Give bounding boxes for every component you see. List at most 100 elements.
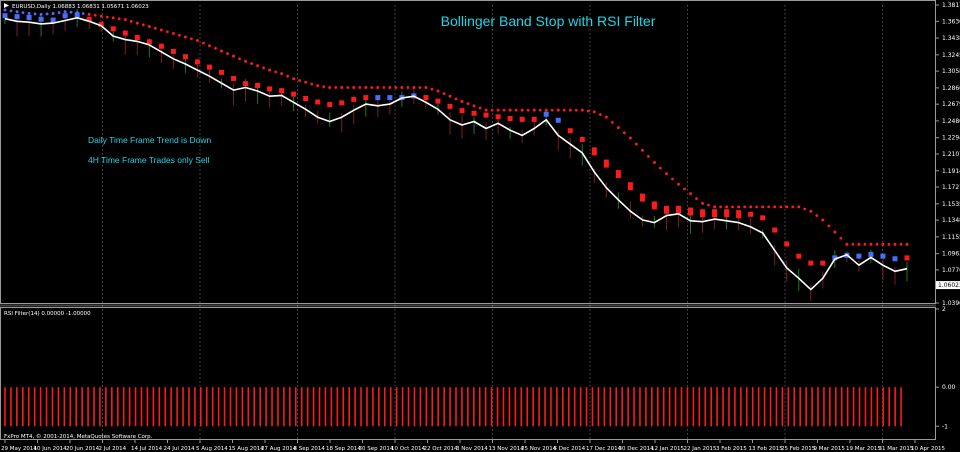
upper-stop-dot — [454, 97, 458, 101]
upper-stop-dot — [538, 108, 542, 112]
upper-stop-dot — [809, 209, 813, 213]
upper-stop-dot — [388, 86, 392, 90]
lower-stop-bar — [267, 86, 273, 92]
upper-stop-dot — [821, 218, 825, 222]
upper-stop-dot — [869, 242, 873, 246]
lower-stop-bar — [892, 256, 898, 262]
upper-stop-dot — [731, 205, 735, 209]
upper-stop-dot — [689, 192, 693, 196]
upper-stop-dot — [580, 108, 584, 112]
y-tick-label: 1.36300 — [942, 18, 960, 25]
x-tick-label: 31 Mar 2015 — [879, 446, 914, 452]
x-tick-label: 30 Dec 2014 — [619, 446, 655, 452]
upper-stop-dot — [376, 86, 380, 90]
lower-stop-bar — [627, 182, 633, 191]
upper-stop-dot — [791, 205, 795, 209]
upper-stop-dot — [135, 21, 139, 25]
indicator-frame — [0, 307, 936, 440]
upper-stop-dot — [562, 108, 566, 112]
lower-stop-bar — [820, 260, 826, 266]
upper-stop-dot — [202, 41, 205, 45]
y-tick-label: 1.24865 — [942, 118, 960, 125]
rsi-axis: 2 0.00 -1 — [935, 306, 956, 430]
lower-stop-bar — [2, 13, 8, 19]
x-tick-label: 3 Feb 2015 — [716, 446, 747, 452]
upper-stop-dot — [412, 86, 416, 90]
lower-stop-bar — [459, 108, 465, 114]
upper-stop-dot — [358, 86, 362, 89]
lower-stop-bar — [880, 253, 886, 259]
lower-stop-bar — [50, 17, 56, 23]
upper-stop-dot — [683, 187, 686, 191]
upper-stop-dot — [268, 68, 272, 72]
y-tick-label: 1.15350 — [942, 201, 960, 208]
vertical-gridlines — [102, 5, 883, 440]
copyright-footer: FxPro MT4, © 2001-2014, MetaQuotes Softw… — [4, 433, 153, 440]
x-tick-label: 19 Mar 2015 — [846, 446, 881, 452]
lower-stop-bar — [736, 210, 742, 219]
lower-stop-bar — [796, 253, 802, 259]
lower-stop-bar — [784, 241, 790, 247]
upper-stop-dot — [839, 236, 843, 240]
symbol-info: EURUSD,Daily 1.06883 1.06831 1.05671 1.0… — [12, 4, 149, 10]
upper-stop-dot — [171, 32, 175, 36]
upper-stop-dot — [93, 13, 97, 17]
lower-stop-bar — [688, 207, 694, 216]
upper-stop-dot — [755, 205, 759, 209]
x-tick-label: 5 Dec 2014 — [554, 446, 586, 452]
lower-stop-bar — [339, 100, 345, 106]
upper-stop-dot — [370, 86, 374, 89]
upper-stop-dot — [394, 86, 398, 89]
upper-stop-dot — [604, 115, 608, 119]
upper-stop-dot — [478, 106, 482, 110]
rsi-indicator-label: RSI Filter(14) 0.00000 -1.00000 — [4, 311, 91, 317]
trend-note: Daily Time Frame Trend is Down — [88, 135, 212, 145]
lower-stop-bar — [303, 95, 309, 101]
current-price-label: 1.06023 — [938, 282, 960, 289]
upper-stop-dot — [767, 205, 771, 209]
rsi-tick-label: -1 — [942, 423, 948, 430]
upper-stop-dot — [400, 86, 404, 90]
upper-stop-dot — [761, 205, 765, 209]
upper-stop-dot — [779, 205, 783, 209]
upper-stop-dot — [334, 86, 338, 89]
y-tick-label: 1.13480 — [942, 217, 960, 224]
rsi-tick-label: 2 — [942, 306, 946, 313]
upper-stop-dot — [219, 49, 223, 53]
upper-stop-dot — [532, 108, 536, 112]
upper-stop-dot — [159, 28, 163, 32]
upper-stop-dot — [183, 35, 187, 39]
upper-stop-dot — [664, 172, 668, 176]
lower-stop-bar — [531, 116, 537, 122]
upper-stop-dot — [881, 242, 885, 246]
x-tick-label: 3 Nov 2014 — [456, 446, 488, 452]
upper-stop-dot — [640, 148, 644, 152]
upper-stop-dot — [466, 102, 470, 106]
upper-stop-dot — [51, 11, 55, 15]
upper-stop-dot — [436, 89, 440, 93]
upper-stop-dot — [256, 64, 260, 68]
upper-stop-dot — [899, 242, 903, 246]
x-tick-label: 22 Jan 2015 — [684, 446, 717, 452]
upper-stop-dot — [508, 108, 512, 112]
upper-stop-dot — [556, 108, 560, 112]
lower-stop-bar — [808, 260, 814, 266]
upper-stop-dot — [526, 108, 530, 112]
lower-stop-bar — [74, 12, 80, 18]
upper-stop-dot — [695, 197, 698, 200]
upper-stop-dot — [292, 77, 296, 81]
upper-stop-dot — [442, 92, 446, 96]
lower-stop-bar — [543, 111, 549, 117]
upper-stop-dot — [520, 108, 524, 112]
upper-stop-dot — [893, 242, 897, 246]
lower-stop-bar — [206, 64, 212, 70]
lower-stop-bar — [98, 21, 104, 27]
y-tick-label: 1.28660 — [942, 85, 960, 92]
lower-stop-bar — [146, 39, 152, 45]
lower-stop-bar — [375, 95, 381, 101]
upper-stop-dot — [87, 12, 91, 16]
lower-stop-bar — [856, 253, 862, 259]
lower-stop-bar — [447, 103, 453, 109]
lower-stop-bar — [555, 117, 561, 123]
upper-stop-dot — [111, 16, 115, 20]
